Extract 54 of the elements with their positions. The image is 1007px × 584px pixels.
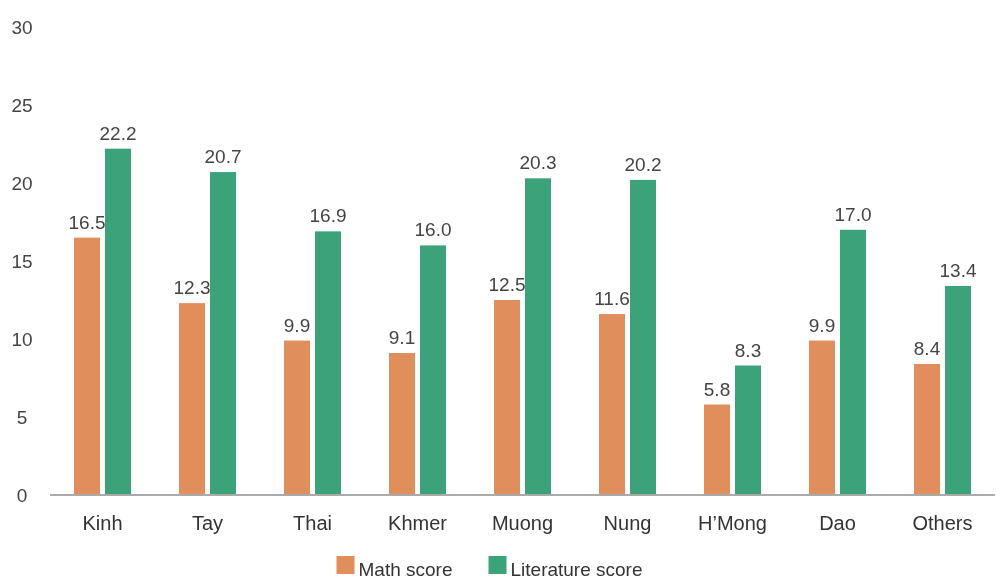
- bar: [599, 314, 625, 495]
- bar: [315, 231, 341, 495]
- data-label: 8.3: [734, 339, 762, 361]
- y-tick-label: 5: [16, 406, 28, 428]
- data-label: 16.0: [414, 219, 452, 241]
- bar: [105, 148, 131, 495]
- x-tick-label: Dao: [819, 512, 856, 534]
- bar: [420, 245, 446, 495]
- data-label: 20.3: [519, 152, 557, 174]
- data-label: 9.1: [388, 327, 416, 349]
- data-label: 20.7: [204, 146, 242, 168]
- bar: [840, 229, 866, 495]
- bar: [630, 179, 656, 495]
- data-label: 17.0: [834, 203, 872, 225]
- bar: [704, 404, 730, 495]
- data-label: 16.9: [309, 205, 347, 227]
- data-label: 11.6: [594, 288, 630, 310]
- bar: [74, 237, 100, 495]
- bar: [284, 340, 310, 495]
- bar: [735, 365, 761, 495]
- bar: [525, 178, 551, 495]
- x-tick-label: Nung: [603, 512, 652, 534]
- y-tick-label: 10: [11, 328, 33, 350]
- bar: [914, 363, 940, 495]
- data-label: 22.2: [99, 122, 137, 144]
- x-tick-label: H’Mong: [698, 512, 767, 534]
- y-tick-label: 15: [11, 250, 33, 272]
- bar: [179, 303, 205, 495]
- bar: [494, 300, 520, 495]
- y-tick-label: 30: [11, 16, 33, 38]
- bar: [389, 353, 415, 495]
- y-tick-label: 0: [16, 484, 28, 506]
- data-label: 20.2: [624, 153, 662, 175]
- data-label: 12.3: [173, 277, 211, 299]
- x-tick-label: Tay: [191, 512, 224, 534]
- y-tick-label: 20: [11, 172, 33, 194]
- data-label: 12.5: [488, 274, 526, 295]
- data-label: 9.9: [808, 314, 836, 336]
- bar: [210, 172, 236, 495]
- y-tick-label: 25: [11, 94, 33, 116]
- legend-label: Literature score: [510, 558, 643, 580]
- data-label: 5.8: [703, 378, 731, 400]
- legend-label: Math score: [358, 558, 453, 580]
- x-tick-label: Khmer: [388, 512, 448, 534]
- data-label: 16.5: [68, 211, 106, 233]
- data-label: 13.4: [939, 259, 977, 281]
- data-label: 8.4: [913, 337, 941, 359]
- x-tick-label: Muong: [491, 512, 554, 534]
- data-label: 9.9: [283, 314, 311, 336]
- x-tick-label: Others: [912, 512, 973, 534]
- bar: [945, 285, 971, 495]
- x-tick-label: Thai: [293, 512, 332, 534]
- x-tick-label: Kinh: [82, 512, 123, 534]
- bar: [809, 340, 835, 495]
